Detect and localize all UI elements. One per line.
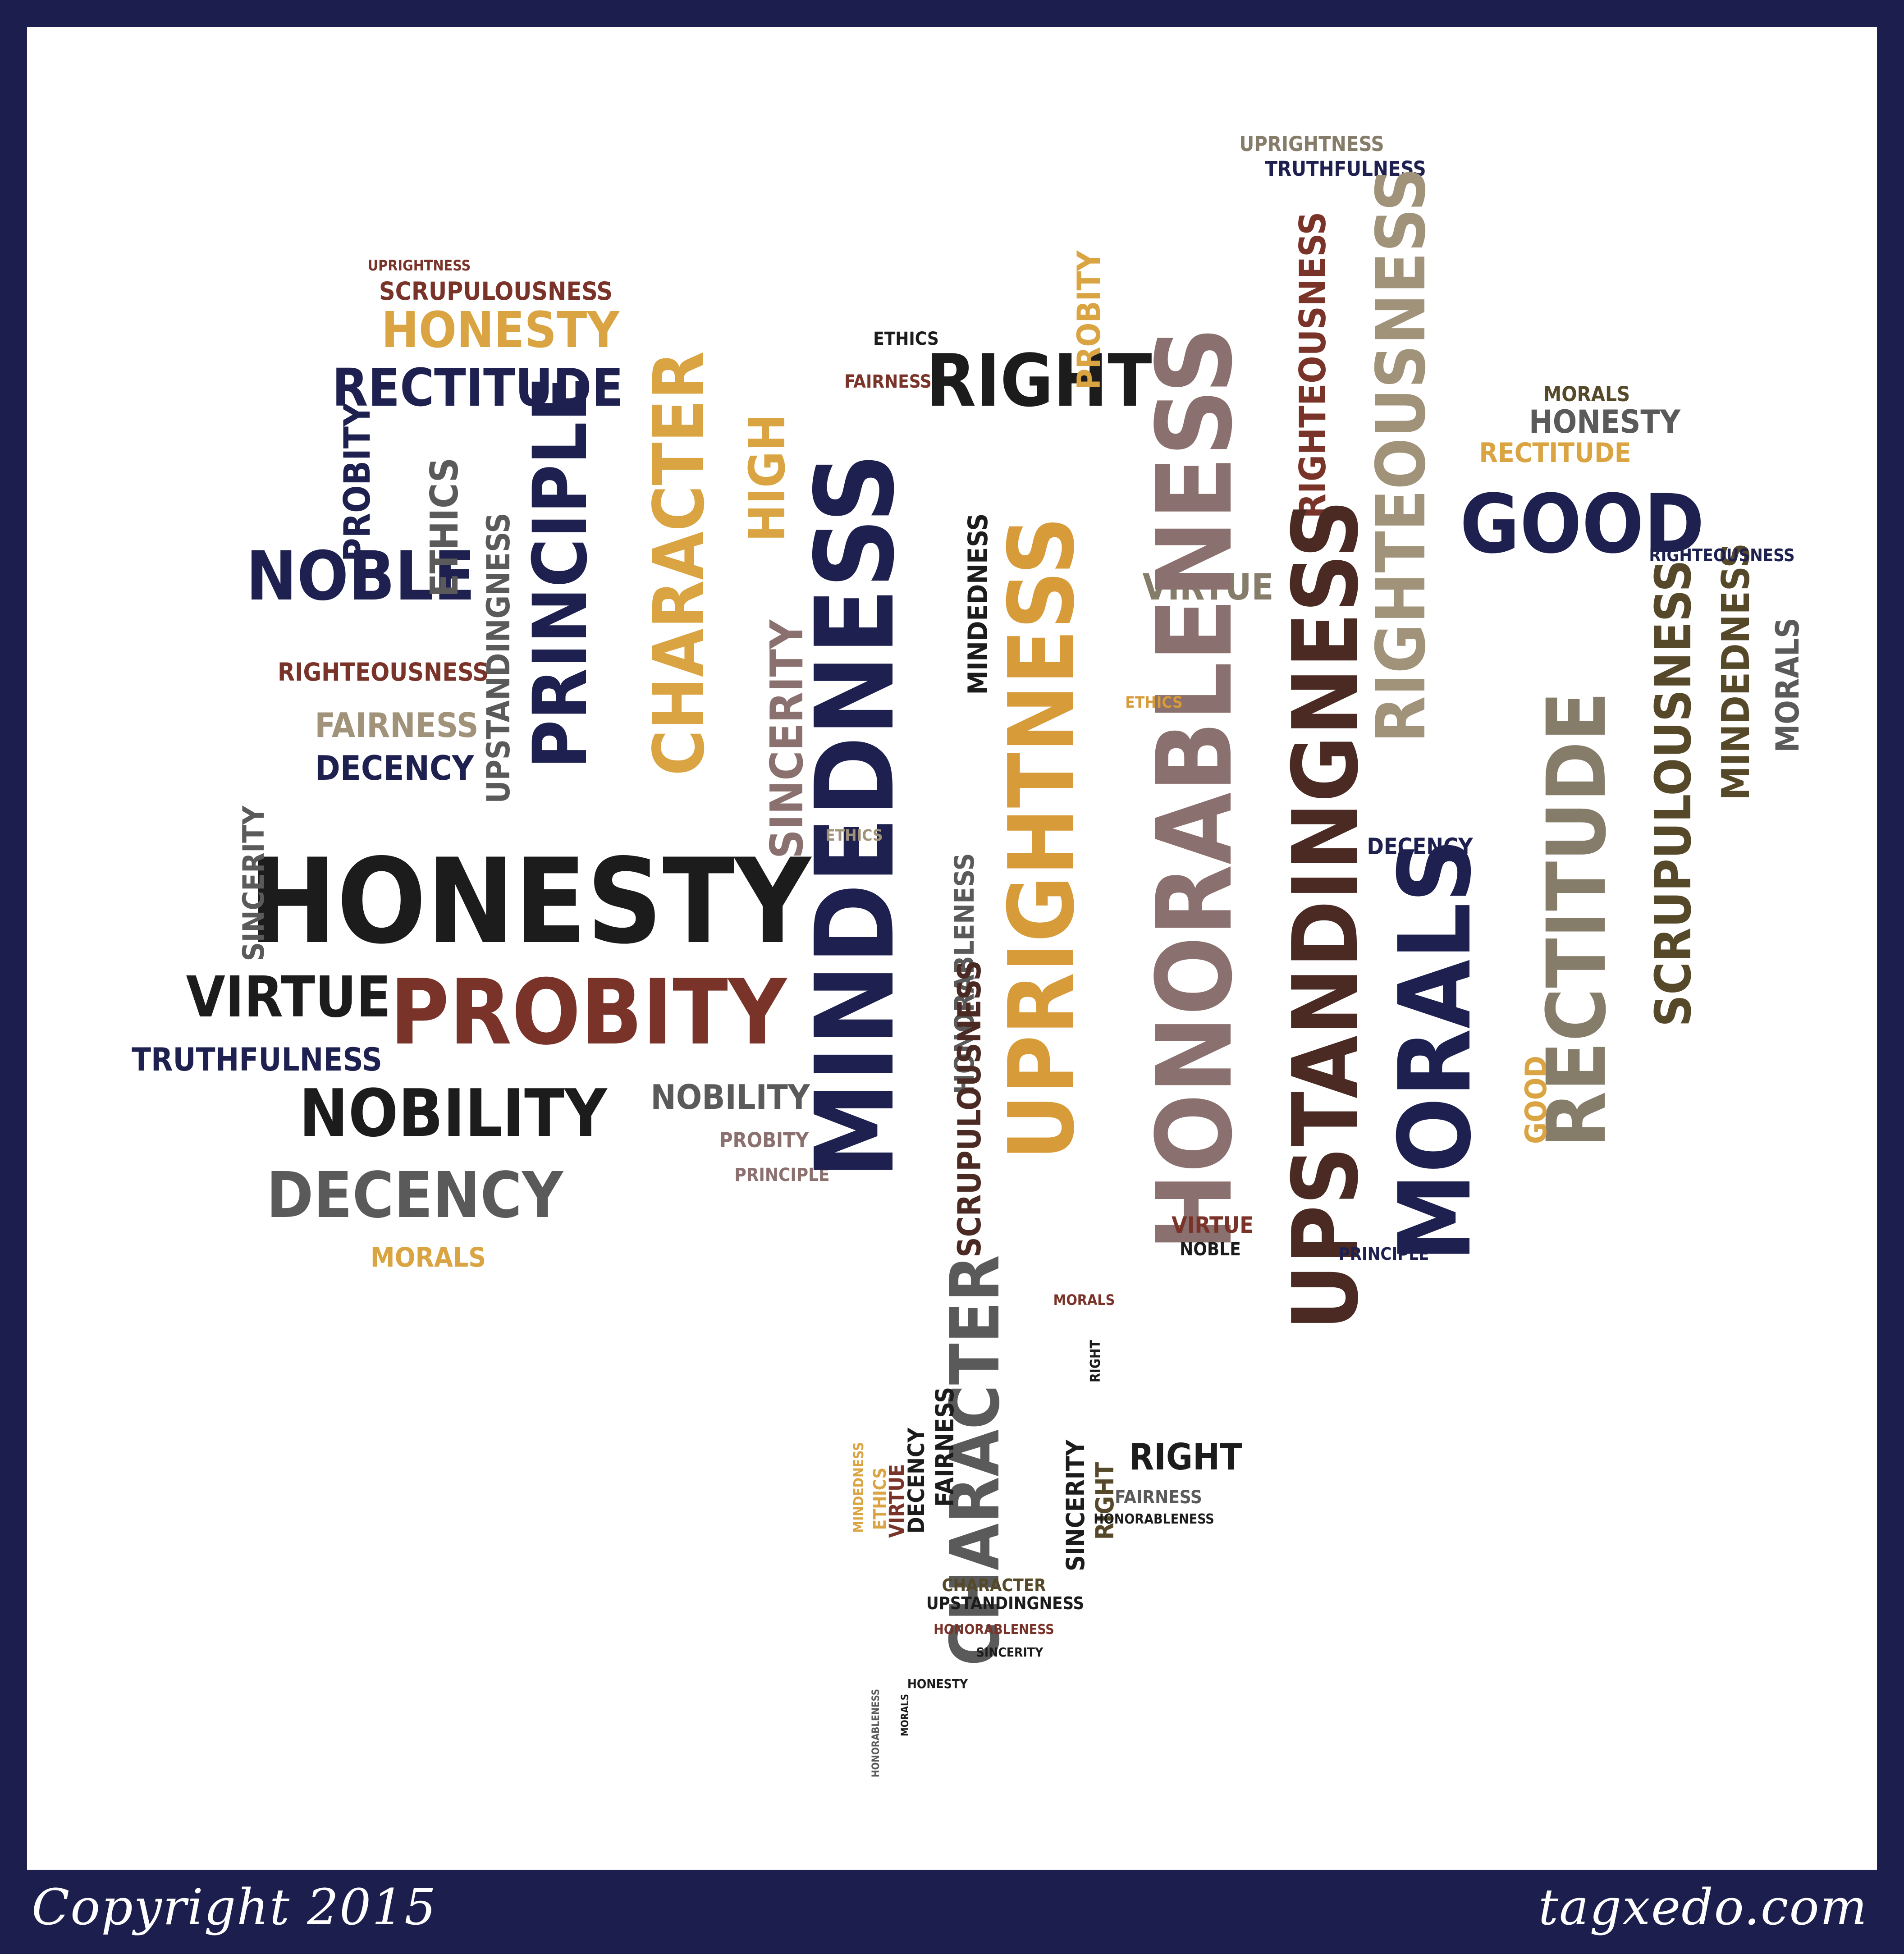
word: RIGHT bbox=[1129, 1436, 1242, 1478]
word: MINDEDNESS bbox=[1714, 543, 1758, 800]
word: SCRUPULOUSNESS bbox=[1644, 560, 1702, 1027]
word: DECENCY bbox=[266, 1159, 564, 1232]
word: DECENCY bbox=[903, 1427, 929, 1533]
word: PRINCIPLE bbox=[734, 1165, 829, 1185]
word: VIRTUE bbox=[186, 965, 391, 1030]
word: UPSTANDINGNESS bbox=[926, 1593, 1084, 1613]
word: NOBILITY bbox=[650, 1077, 810, 1117]
word: UPSTANDINGNESS bbox=[480, 513, 517, 803]
word: UPRIGHTNESS bbox=[989, 517, 1094, 1160]
word: UPSTANDINGNESS bbox=[1273, 500, 1378, 1331]
word: SCRUPULOUSNESS bbox=[379, 277, 613, 306]
word: NOBLE bbox=[1180, 1239, 1241, 1260]
word: PROBITY bbox=[719, 1128, 809, 1152]
site-credit: tagxedo.com bbox=[1538, 1878, 1868, 1936]
word: TRUTHFULNESS bbox=[132, 1041, 382, 1078]
word: HONORABLENESS bbox=[870, 1689, 882, 1777]
word: MINDEDNESS bbox=[962, 513, 994, 695]
word: ETHICS bbox=[825, 827, 883, 845]
word: GOOD bbox=[1520, 1056, 1553, 1144]
word: UPRIGHTNESS bbox=[368, 257, 471, 274]
word: RIGHT bbox=[1090, 1462, 1119, 1540]
word: VIRTUE bbox=[1172, 1212, 1254, 1238]
word: TRUTHFULNESS bbox=[1265, 157, 1426, 181]
word: HONORABLENESS bbox=[1135, 327, 1255, 1251]
word: HONESTY bbox=[1529, 403, 1681, 440]
word: MORALS bbox=[1053, 1291, 1115, 1309]
word: RIGHTEOUSNESS bbox=[1362, 168, 1441, 743]
word: RECTITUDE bbox=[1530, 691, 1624, 1148]
word: PRINCIPLE bbox=[1339, 1244, 1429, 1264]
word: FAIRNESS bbox=[844, 371, 932, 392]
word: SINCERITY bbox=[237, 805, 271, 961]
word: MORALS bbox=[1769, 618, 1806, 753]
word: SINCERITY bbox=[976, 1645, 1044, 1660]
word: NOBLE bbox=[246, 537, 476, 616]
word: MORALS bbox=[900, 1694, 911, 1736]
word: PROBITY bbox=[1071, 250, 1108, 390]
word: PRINCIPLE bbox=[517, 376, 604, 769]
word: PROBITY bbox=[390, 960, 788, 1065]
word: RECTITUDE bbox=[332, 358, 624, 418]
word: RIGHTEOUSNESS bbox=[1292, 212, 1334, 519]
word: DECENCY bbox=[315, 748, 475, 788]
word: MORALS bbox=[371, 1242, 486, 1273]
word: MINDEDNESS bbox=[792, 453, 918, 1179]
word: VIRTUE bbox=[885, 1464, 909, 1538]
word: FAIRNESS bbox=[930, 1387, 959, 1507]
word: UPRIGHTNESS bbox=[1239, 132, 1384, 156]
word: FAIRNESS bbox=[315, 705, 478, 745]
word: RIGHT bbox=[926, 339, 1152, 423]
word: HONESTY bbox=[907, 1676, 968, 1691]
word: HONORABLENESS bbox=[934, 1622, 1054, 1638]
word: ETHICS bbox=[870, 1468, 890, 1530]
word: HIGH bbox=[738, 414, 796, 542]
word: RIGHTEOUSNESS bbox=[278, 658, 489, 686]
word: SCRUPULOUSNESS bbox=[951, 960, 988, 1257]
word: ETHICS bbox=[422, 458, 467, 597]
word: DECENCY bbox=[1367, 833, 1473, 860]
word: HONORABLENESS bbox=[949, 853, 980, 1094]
word-cloud: UPRIGHTNESS SCRUPULOUSNESS HONESTY RECTI… bbox=[132, 132, 1806, 1777]
word: CHARACTER bbox=[942, 1575, 1046, 1595]
word: RIGHT bbox=[1088, 1340, 1103, 1382]
word: SINCERITY bbox=[1061, 1439, 1090, 1571]
word: MORALS bbox=[1378, 838, 1493, 1262]
word-cloud-canvas: UPRIGHTNESS SCRUPULOUSNESS HONESTY RECTI… bbox=[27, 27, 1877, 1870]
word: NOBILITY bbox=[299, 1075, 608, 1152]
word: HONESTY bbox=[381, 301, 620, 359]
word: RECTITUDE bbox=[1479, 437, 1631, 469]
word: CHARACTER bbox=[638, 351, 720, 776]
word: FAIRNESS bbox=[1115, 1487, 1202, 1508]
word: ETHICS bbox=[1125, 694, 1183, 712]
word: HONORABLENESS bbox=[1094, 1511, 1214, 1527]
word: ETHICS bbox=[873, 329, 939, 349]
word: GOOD bbox=[1460, 477, 1705, 572]
word: CHARACTER bbox=[936, 1255, 1015, 1666]
word: RIGHTEOUSNESS bbox=[1649, 545, 1794, 565]
word: PROBITY bbox=[336, 403, 378, 562]
word: VIRTUE bbox=[1142, 566, 1273, 608]
word: MINDEDNESS bbox=[851, 1442, 867, 1533]
word: HONESTY bbox=[248, 834, 813, 970]
word: SINCERITY bbox=[760, 619, 813, 859]
copyright-text: Copyright 2015 bbox=[32, 1878, 437, 1936]
word: MORALS bbox=[1543, 382, 1630, 406]
